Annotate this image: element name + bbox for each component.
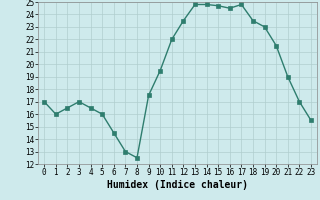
X-axis label: Humidex (Indice chaleur): Humidex (Indice chaleur)	[107, 180, 248, 190]
